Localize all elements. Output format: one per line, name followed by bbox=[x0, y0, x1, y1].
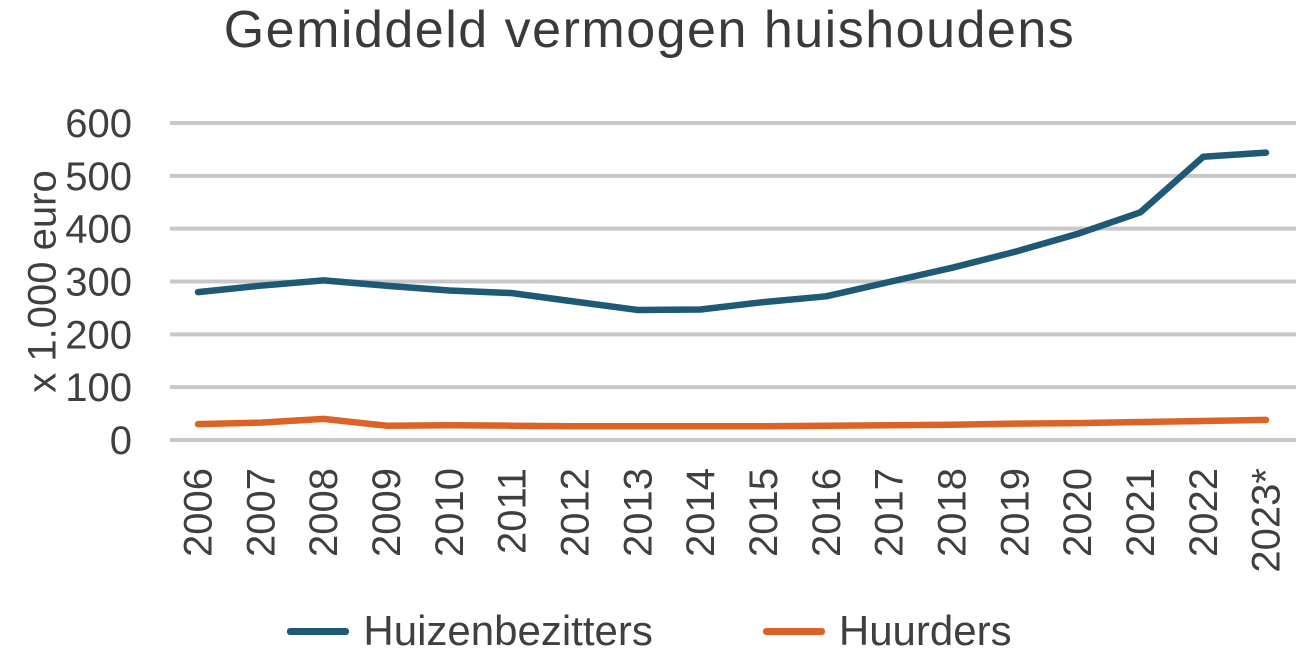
y-tick-label: 400 bbox=[65, 208, 132, 252]
y-tick-label: 0 bbox=[110, 419, 132, 463]
y-tick-label: 100 bbox=[65, 366, 132, 410]
x-tick-label: 2020 bbox=[1056, 468, 1100, 557]
legend-item-huizenbezitters: Huizenbezitters bbox=[287, 607, 653, 655]
series-line-huizenbezitters bbox=[194, 149, 1270, 314]
x-tick-label: 2022 bbox=[1182, 468, 1226, 557]
x-tick-label: 2006 bbox=[177, 468, 221, 557]
series-line-huurders bbox=[194, 415, 1270, 430]
x-tick-label: 2014 bbox=[679, 468, 723, 557]
legend-label-huurders: Huurders bbox=[838, 607, 1012, 654]
legend: Huizenbezitters Huurders bbox=[0, 607, 1299, 655]
y-tick-label: 600 bbox=[65, 102, 132, 146]
x-tick-label: 2011 bbox=[491, 468, 535, 554]
y-axis-label: x 1.000 euro bbox=[21, 170, 65, 392]
x-tick-label: 2012 bbox=[554, 468, 598, 557]
x-tick-label: 2018 bbox=[930, 468, 974, 557]
huizenbezitters-line-swatch bbox=[287, 627, 350, 635]
x-tick-label: 2016 bbox=[805, 468, 849, 557]
legend-label-huizenbezitters: Huizenbezitters bbox=[363, 607, 653, 654]
y-tick-label: 200 bbox=[65, 313, 132, 357]
x-tick-label: 2010 bbox=[428, 468, 472, 557]
x-tick-label: 2019 bbox=[993, 468, 1037, 557]
huurders-line-swatch bbox=[762, 627, 825, 635]
x-tick-label: 2023* bbox=[1245, 468, 1289, 573]
legend-item-huurders: Huurders bbox=[762, 607, 1012, 655]
y-tick-label: 300 bbox=[65, 261, 132, 305]
x-tick-label: 2009 bbox=[365, 468, 409, 557]
x-tick-label: 2008 bbox=[302, 468, 346, 557]
chart-title: Gemiddeld vermogen huishoudens bbox=[223, 1, 1076, 59]
x-tick-label: 2017 bbox=[868, 468, 912, 557]
x-tick-label: 2013 bbox=[616, 468, 660, 557]
x-tick-label: 2015 bbox=[742, 468, 786, 557]
x-tick-label: 2007 bbox=[239, 468, 283, 557]
x-tick-label: 2021 bbox=[1119, 468, 1163, 557]
y-tick-label: 500 bbox=[65, 155, 132, 199]
